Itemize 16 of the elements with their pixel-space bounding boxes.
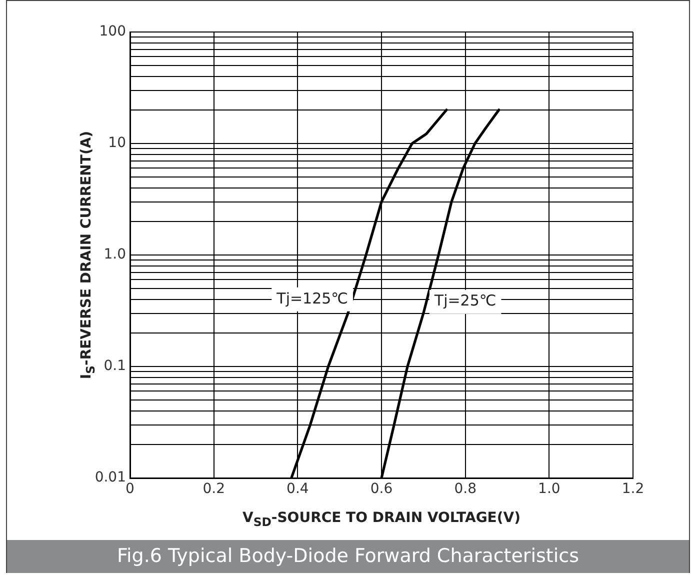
y-tick-label: 0.01 xyxy=(94,470,126,486)
text: Fig.6 Typical Body-Diode Forward Characteristics xyxy=(7,540,689,573)
series-label: Tj=125℃ xyxy=(276,289,348,308)
y-tick-label: 10 xyxy=(108,135,126,152)
series-label: Tj=25℃ xyxy=(433,292,496,310)
y-tick-label: 100 xyxy=(99,24,126,40)
x-tick-label: 0.2 xyxy=(202,481,225,498)
x-tick-label: 0.4 xyxy=(286,481,309,498)
x-tick-label: 1.0 xyxy=(538,481,560,498)
x-tick-label: 0.6 xyxy=(370,481,393,498)
x-tick-label: 0 xyxy=(126,481,134,498)
x-tick-label: 1.2 xyxy=(622,481,644,498)
y-tick-label: 1.0 xyxy=(104,246,126,263)
x-axis-title: V$_{SD}$-SOURCE TO DRAIN VOLTAGE(V) xyxy=(241,510,522,529)
x-tick-label: 0.8 xyxy=(454,481,476,498)
y-tick-label: 0.1 xyxy=(104,358,126,374)
